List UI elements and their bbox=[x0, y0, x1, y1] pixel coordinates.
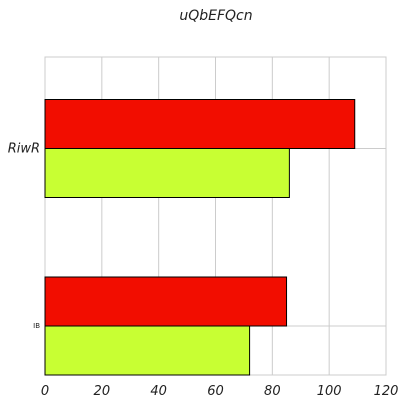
x-tick-labels: 0 20 40 60 80 100 120 bbox=[41, 384, 399, 399]
bar-ib-series-1 bbox=[44, 276, 288, 327]
y-tick-labels: RiwR IB bbox=[8, 142, 41, 331]
bar-ib-series-2 bbox=[44, 325, 251, 376]
x-tick-label: 100 bbox=[317, 384, 342, 399]
x-tick-label: 20 bbox=[94, 384, 111, 399]
x-tick-label: 120 bbox=[374, 384, 399, 399]
bars bbox=[44, 99, 356, 376]
bar-riwr-series-1 bbox=[44, 99, 356, 149]
x-tick-label: 80 bbox=[264, 384, 281, 399]
chart-title: uQbEFQcn bbox=[179, 8, 252, 24]
y-tick-label: RiwR bbox=[8, 142, 40, 157]
x-tick-label: 40 bbox=[150, 384, 167, 399]
x-tick-label: 0 bbox=[41, 384, 49, 399]
x-tick-label: 60 bbox=[207, 384, 224, 399]
bar-riwr-series-2 bbox=[44, 148, 290, 198]
y-tick-label: IB bbox=[33, 322, 40, 330]
